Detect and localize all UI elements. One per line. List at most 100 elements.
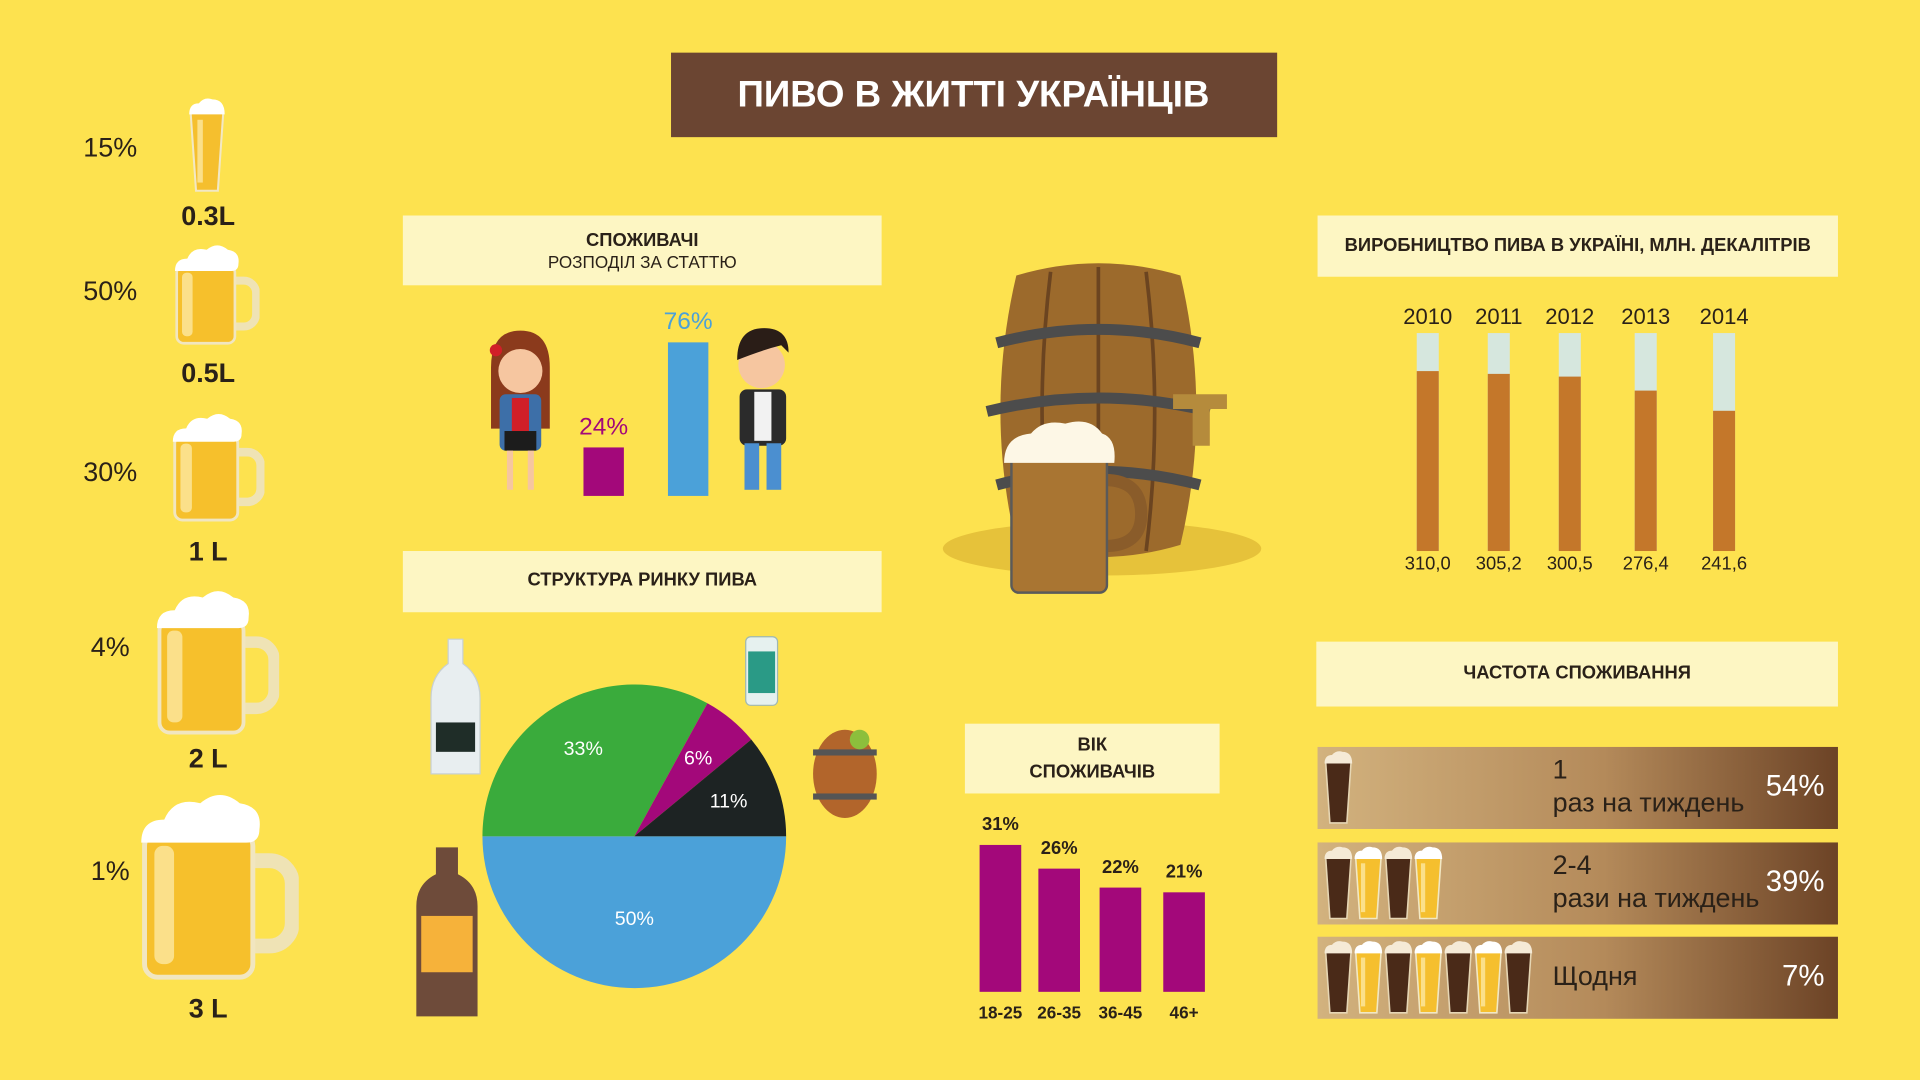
value-label: 300,5	[1547, 552, 1593, 573]
mug-share: 4%	[91, 632, 130, 662]
bar	[1099, 887, 1142, 992]
boy-shirt	[754, 391, 772, 441]
x-tick-label: 36-45	[1099, 1002, 1143, 1022]
market-icons	[416, 636, 877, 1017]
bar	[1634, 390, 1657, 552]
mug-size: 0.3L	[181, 201, 235, 231]
beer-glass	[1413, 940, 1443, 1014]
bar	[1163, 892, 1205, 992]
mug-size: 1 L	[189, 537, 228, 567]
boy-leg	[766, 443, 782, 490]
girl-head	[498, 348, 543, 394]
slice-label: 50%	[615, 908, 654, 930]
category-label: 2-4	[1553, 850, 1592, 880]
girl-leg	[527, 450, 534, 490]
mug-labels: 15% 0.3L 50% 0.5L 30% 1 L 4% 2 L 1% 3 L	[83, 132, 235, 1023]
mug-icon	[141, 795, 292, 977]
value-label: 276,4	[1623, 552, 1669, 573]
panel-header	[1316, 641, 1838, 707]
chart-title: ЧАСТОТА СПОЖИВАННЯ	[1463, 661, 1691, 682]
panel-header	[1317, 215, 1838, 277]
beer-glass	[1323, 846, 1353, 920]
panel-header	[402, 551, 882, 613]
beer-glass	[1323, 940, 1353, 1014]
beer-glass	[1353, 940, 1383, 1014]
girl-skirt	[504, 431, 537, 451]
pie-slice	[482, 836, 787, 989]
page-title: ПИВО В ЖИТТІ УКРАЇНЦІВ	[738, 73, 1210, 114]
x-tick-label: 46+	[1170, 1002, 1199, 1022]
bar	[667, 342, 709, 496]
value-label: 54%	[1766, 770, 1825, 803]
bar	[1038, 868, 1080, 992]
value-label: 241,6	[1701, 552, 1747, 573]
value-label: 39%	[1766, 865, 1825, 898]
bar	[979, 844, 1022, 992]
beer-glass	[1383, 940, 1413, 1014]
x-tick-label: 2011	[1475, 304, 1522, 329]
mug-share: 1%	[91, 856, 130, 886]
hop-icon	[849, 729, 870, 750]
x-tick-label: 2012	[1545, 304, 1594, 329]
barrel-hoop	[813, 793, 877, 800]
mug-icon	[175, 245, 256, 343]
title-banner	[671, 52, 1278, 138]
x-tick-label: 2010	[1403, 304, 1452, 329]
girl-dress	[511, 397, 529, 435]
category-label: Щодня	[1553, 961, 1638, 991]
panel-header	[964, 723, 1220, 794]
chart-title: ВИРОБНИЦТВО ПИВА В УКРАЇНІ, МЛН. ДЕКАЛІТ…	[1345, 234, 1811, 255]
slice-label: 11%	[710, 791, 748, 813]
slice-label: 6%	[684, 747, 712, 769]
panel-header	[402, 215, 882, 286]
girl-leg	[506, 450, 514, 490]
category-label: рази на тиждень	[1553, 883, 1760, 913]
value-label: 21%	[1166, 861, 1203, 882]
mug-share: 15%	[83, 132, 137, 162]
chart-title: СПОЖИВАЧІ	[586, 229, 698, 250]
beer-glass	[1413, 846, 1443, 920]
value-label: 31%	[982, 813, 1019, 834]
beer-glass	[1443, 940, 1473, 1014]
bar	[1416, 371, 1439, 552]
pie-slice	[634, 739, 787, 837]
mug-icon	[157, 591, 274, 732]
wooden-mug	[1010, 454, 1109, 594]
can-label	[748, 651, 776, 694]
x-tick-label: 18-25	[979, 1002, 1023, 1022]
pie-slice	[482, 684, 708, 837]
category-label: раз на тиждень	[1553, 788, 1745, 818]
bar	[1487, 373, 1510, 552]
barrel-hoop	[813, 749, 877, 756]
people	[489, 328, 789, 490]
mug-share: 50%	[83, 276, 137, 306]
category-label: 1	[1553, 755, 1568, 785]
x-tick-label: 2014	[1700, 304, 1749, 329]
mug-handle	[1104, 473, 1148, 553]
value-label: 24%	[579, 413, 628, 440]
girl-bow	[489, 344, 503, 357]
beer-glass	[1503, 940, 1533, 1014]
beer-glass	[1353, 846, 1383, 920]
chart-title: СТРУКТУРА РИНКУ ПИВА	[527, 568, 757, 589]
value-label: 310,0	[1405, 552, 1451, 573]
boy-hair	[737, 328, 789, 360]
bar	[1558, 376, 1581, 552]
frequency-row	[1317, 746, 1838, 829]
bar	[1713, 410, 1736, 552]
beer-glass	[1323, 750, 1353, 824]
value-label: 76%	[664, 308, 713, 335]
beer-glass	[1473, 940, 1503, 1014]
big-bottle-label	[421, 915, 473, 973]
barrel-tap	[1173, 394, 1227, 446]
mug-size: 2 L	[189, 744, 228, 774]
boy-leg	[744, 443, 760, 490]
pie-slice	[634, 703, 752, 837]
mug-icon	[188, 97, 226, 192]
chart-title: ВІК	[1077, 734, 1107, 755]
mug-size: 0.5L	[181, 358, 235, 388]
value-label: 22%	[1102, 856, 1139, 877]
barrel-illustration	[942, 263, 1262, 594]
